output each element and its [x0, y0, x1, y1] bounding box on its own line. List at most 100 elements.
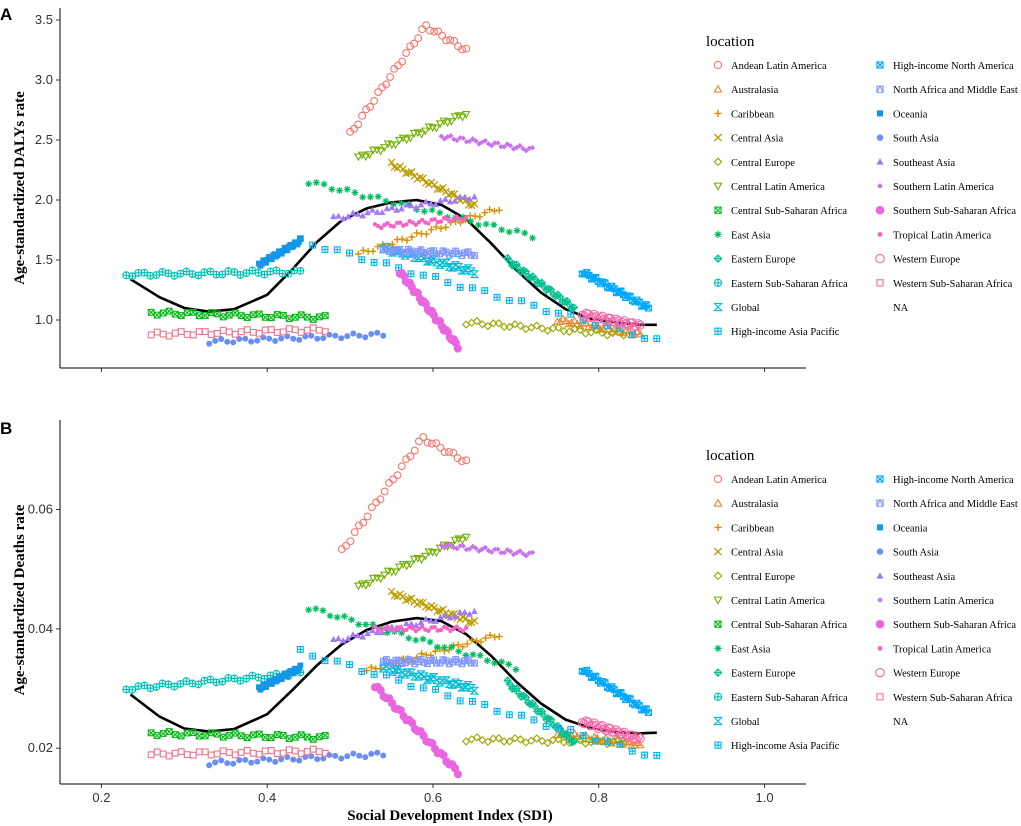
panel-a-series-north-africa-and-middle-east [379, 244, 478, 260]
panel-b-point-andean-latin-america [419, 433, 428, 442]
panel-a-point-central-sub-saharan-africa [309, 315, 317, 323]
panel-a-point-western-sub-saharan-africa [153, 328, 161, 336]
panel-a-point-east-asia [328, 185, 336, 193]
panel-a-point-central-latin-america [420, 127, 430, 136]
panel-b-point-central-asia [450, 609, 459, 618]
panel-a-point-south-asia [266, 335, 273, 342]
panel-a-point-andean-latin-america [382, 80, 391, 89]
panel-a-legend-item-high-income-north-america: High-income North America [876, 61, 1014, 72]
panel-a-point-central-sub-saharan-africa [159, 309, 167, 317]
panel-a-point-western-europe [631, 321, 641, 332]
panel-b-point-andean-latin-america [367, 503, 376, 512]
panel-a-point-central-latin-america [458, 113, 467, 122]
panel-b-legend-item-global: Global [713, 716, 760, 728]
panel-a-point-southern-latin-america [438, 133, 445, 140]
panel-a-point-central-latin-america [357, 151, 367, 160]
panel-b-point-central-sub-saharan-africa [291, 733, 299, 741]
panel-b-point-east-asia [462, 651, 470, 659]
panel-b-series-southern-sub-saharan-africa [370, 682, 462, 779]
panel-a-series-western-sub-saharan-africa [147, 324, 329, 340]
panel-a-point-oceania [278, 250, 285, 257]
panel-b-axes: 0.02 0.04 0.06 0.2 0.4 0.6 0.8 1.0 [28, 420, 806, 805]
panel-b-point-high-income-asia-pacific [530, 716, 538, 724]
panel-b-legend-item-central-sub-saharan-africa: Central Sub-Saharan Africa [714, 620, 847, 631]
panel-b-legend-label: High-income North America [893, 475, 1014, 486]
panel-a-point-southeast-asia [471, 193, 478, 200]
panel-a-point-central-asia [430, 180, 439, 189]
panel-a-point-andean-latin-america [354, 120, 363, 129]
panel-b-point-central-latin-america [376, 575, 386, 584]
panel-a-point-southern-latin-america [451, 136, 457, 142]
panel-b-series-south-asia [206, 749, 387, 769]
panel-a-point-andean-latin-america [378, 83, 387, 92]
panel-a-point-high-income-north-america [592, 273, 600, 281]
panel-a-legend-label: Oceania [893, 109, 928, 120]
panel-b-point-central-sub-saharan-africa [171, 731, 179, 738]
panel-a-point-south-asia [224, 338, 231, 345]
panel-a-point-south-asia [206, 340, 213, 347]
panel-b-point-central-sub-saharan-africa [183, 729, 191, 737]
panel-b-point-central-sub-saharan-africa [213, 730, 221, 738]
panel-b-point-south-asia [290, 756, 297, 763]
panel-a-point-western-sub-saharan-africa [237, 328, 245, 336]
panel-a-legend-item-high-income-asia-pacific: High-income Asia Pacific [714, 327, 840, 338]
panel-b-point-central-europe [576, 736, 585, 745]
panel-a-point-tropical-latin-america [413, 222, 419, 227]
panel-a-point-central-asia [447, 189, 456, 198]
panel-a-point-andean-latin-america [366, 102, 375, 111]
panel-a-point-central-asia [433, 185, 442, 194]
panel-a-point-east-asia [312, 179, 320, 186]
panel-a-fit-curve [129, 198, 657, 327]
panel-b-point-south-asia [212, 759, 219, 766]
panel-a-point-southeast-asia [407, 202, 415, 209]
panel-b-point-central-europe [494, 733, 503, 743]
panel-b-point-east-asia [333, 613, 341, 621]
panel-b-point-south-asia [266, 756, 273, 763]
panel-b-series-central-sub-saharan-africa [147, 728, 329, 743]
panel-a-point-western-sub-saharan-africa [207, 331, 215, 339]
panel-b-legend-label: Oceania [893, 523, 928, 534]
panel-a-point-tropical-latin-america [432, 217, 437, 222]
panel-b-point-high-income-asia-pacific [444, 692, 452, 700]
panel-a-series-western-europe [577, 308, 645, 332]
panel-b-x-tick-label: 0.2 [92, 790, 110, 805]
panel-a-point-east-asia [397, 199, 405, 207]
panel-b-point-central-sub-saharan-africa [303, 733, 311, 741]
panel-a-point-central-europe [570, 324, 579, 334]
panel-b-point-southern-latin-america [504, 547, 511, 553]
panel-a-point-southern-latin-america [448, 133, 454, 139]
panel-b-point-central-sub-saharan-africa [315, 733, 323, 741]
panel-b-legend-key [876, 475, 884, 483]
panel-a-point-caribbean [413, 229, 421, 237]
panel-a-point-caribbean [442, 223, 450, 231]
panel-a-point-caribbean [491, 207, 498, 215]
panel-b-point-caribbean [418, 650, 425, 658]
panel-b-legend-label: High-income Asia Pacific [731, 741, 840, 752]
panel-b-legend-key [714, 620, 722, 628]
panel-a-point-high-income-asia-pacific [419, 271, 427, 279]
panel-a-point-southern-latin-america [454, 137, 460, 144]
panel-a-point-central-latin-america [361, 153, 371, 162]
panel-b-point-caribbean [477, 638, 485, 646]
panel-b-series-southern-latin-america [438, 541, 536, 559]
panel-b-point-caribbean [454, 641, 462, 649]
panel-b-point-central-europe [538, 736, 547, 746]
panel-a-legend-key [714, 230, 722, 238]
panel-a-point-central-sub-saharan-africa [249, 311, 257, 319]
panel-a-point-east-asia [343, 185, 351, 193]
panel-a-legend-key [714, 327, 722, 335]
panel-a-point-east-asia [498, 226, 505, 234]
panel-b-point-high-income-asia-pacific [591, 737, 599, 745]
panel-a-legend-label: Western Europe [893, 255, 960, 266]
panel-a-point-andean-latin-america [442, 36, 451, 45]
panel-b-legend-key [713, 716, 723, 726]
panel-a-point-western-sub-saharan-africa [249, 328, 257, 336]
panel-a-point-western-sub-saharan-africa [279, 328, 287, 336]
panel-b-series-high-income-north-america [578, 666, 652, 716]
panel-a-point-south-asia [374, 329, 381, 336]
panel-a-legend-key [876, 61, 884, 69]
panel-b-point-east-asia [455, 647, 463, 655]
panel-b-point-south-asia [224, 760, 231, 767]
panel-a-point-north-africa-and-middle-east [471, 251, 478, 259]
panel-a-point-east-asia [428, 206, 436, 214]
